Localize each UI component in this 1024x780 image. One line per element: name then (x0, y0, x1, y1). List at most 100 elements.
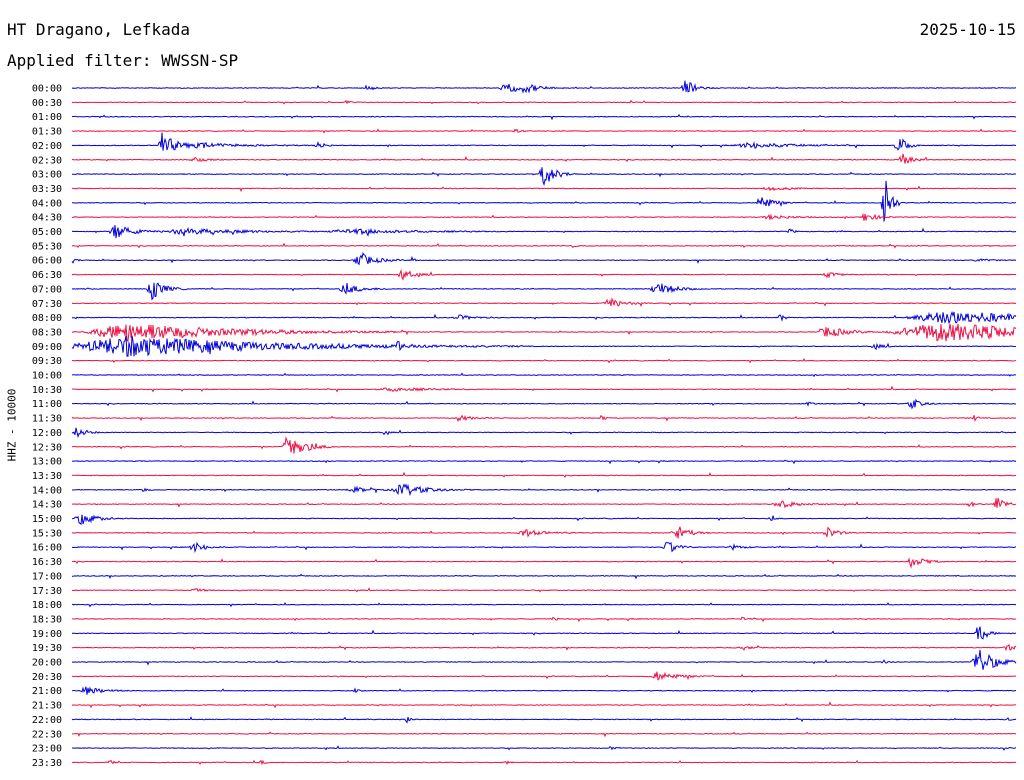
time-tick-label: 21:00 (32, 686, 62, 697)
trace-line (71, 671, 1017, 681)
time-tick-label: 23:00 (32, 744, 62, 755)
time-tick-label: 16:30 (32, 557, 62, 568)
trace-line (71, 282, 1017, 301)
trace-line (71, 497, 1017, 509)
trace-line (71, 153, 1017, 164)
trace-line (72, 573, 1017, 580)
trace-line (71, 471, 1017, 478)
trace-line (71, 128, 1017, 134)
time-tick-label: 06:00 (32, 256, 62, 267)
time-tick-label: 23:30 (32, 758, 62, 769)
time-tick-label: 03:30 (32, 184, 62, 195)
trace-line (71, 310, 1017, 325)
trace-line (71, 701, 1017, 709)
trace-line (71, 251, 1017, 266)
trace-line (71, 113, 1017, 121)
time-tick-label: 04:00 (32, 198, 62, 209)
time-tick-label: 18:00 (32, 600, 62, 611)
trace-line (71, 626, 1017, 640)
trace-line (71, 514, 1017, 526)
time-tick-label: 19:00 (32, 629, 62, 640)
time-tick-label: 08:30 (32, 327, 62, 338)
trace-line (71, 414, 1017, 423)
trace-line (71, 385, 1017, 393)
time-tick-label: 13:30 (32, 471, 62, 482)
trace-line (71, 436, 1017, 454)
time-tick-label: 19:30 (32, 643, 62, 654)
trace-line (71, 398, 1017, 410)
time-tick-label: 06:30 (32, 270, 62, 281)
trace-line (71, 686, 1017, 695)
trace-line (71, 601, 1017, 608)
time-tick-label: 12:00 (32, 428, 62, 439)
trace-line (71, 212, 1017, 221)
trace-line (71, 132, 1017, 151)
time-tick-label: 08:00 (32, 313, 62, 324)
time-tick-label: 00:00 (32, 84, 62, 95)
time-tick-label: 17:30 (32, 586, 62, 597)
trace-line (71, 649, 1017, 670)
trace-line (71, 745, 1017, 751)
trace-line (71, 483, 1017, 497)
time-tick-label: 12:30 (32, 442, 62, 453)
trace-line (71, 224, 1017, 239)
time-tick-label: 18:30 (32, 614, 62, 625)
trace-line (71, 185, 1017, 193)
trace-line (71, 643, 1017, 652)
time-tick-label: 13:00 (32, 457, 62, 468)
time-tick-label: 22:00 (32, 715, 62, 726)
trace-line (71, 242, 1017, 249)
time-tick-label: 22:30 (32, 729, 62, 740)
trace-line (71, 759, 1017, 766)
trace-line (71, 427, 1017, 439)
time-tick-label: 11:00 (32, 399, 62, 410)
filter-label: Applied filter: WWSSN-SP (7, 51, 239, 70)
time-tick-label: 10:00 (32, 371, 62, 382)
time-tick-label: 02:30 (32, 155, 62, 166)
trace-line (71, 323, 1017, 343)
time-tick-label: 05:30 (32, 241, 62, 252)
trace-line (71, 297, 1017, 308)
time-tick-label: 09:30 (32, 356, 62, 367)
time-tick-label: 02:00 (32, 141, 62, 152)
trace-line (71, 357, 1017, 364)
time-tick-label: 15:30 (32, 528, 62, 539)
trace-line (71, 587, 1017, 593)
trace-line (71, 80, 1017, 94)
time-tick-label: 14:00 (32, 485, 62, 496)
time-tick-label: 01:30 (32, 127, 62, 138)
trace-line (71, 335, 1017, 357)
trace-line (71, 557, 1017, 569)
time-tick-label: 05:00 (32, 227, 62, 238)
trace-line (71, 372, 1017, 378)
time-tick-label: 07:00 (32, 284, 62, 295)
trace-line (71, 99, 1017, 105)
time-tick-label: 14:30 (32, 500, 62, 511)
trace-line (71, 180, 1017, 222)
time-tick-label: 07:30 (32, 299, 62, 310)
trace-line (71, 716, 1017, 724)
time-tick-label: 04:30 (32, 213, 62, 224)
time-tick-label: 01:00 (32, 112, 62, 123)
time-tick-label: 16:00 (32, 543, 62, 554)
trace-line (71, 731, 1017, 738)
trace-line (71, 459, 1017, 465)
time-tick-label: 15:00 (32, 514, 62, 525)
trace-line (71, 526, 1017, 539)
trace-line (71, 541, 1017, 554)
time-tick-label: 03:00 (32, 170, 62, 181)
station-title: HT Dragano, Lefkada (7, 20, 191, 39)
trace-line (71, 167, 1017, 187)
trace-line (71, 616, 1017, 623)
time-tick-label: 20:00 (32, 658, 62, 669)
time-tick-label: 20:30 (32, 672, 62, 683)
time-tick-label: 00:30 (32, 98, 62, 109)
time-tick-label: 09:00 (32, 342, 62, 353)
time-tick-label: 21:30 (32, 701, 62, 712)
time-tick-label: 11:30 (32, 414, 62, 425)
time-tick-label: 10:30 (32, 385, 62, 396)
trace-line (71, 268, 1017, 281)
date-label: 2025-10-15 (919, 20, 1016, 39)
time-tick-label: 17:00 (32, 571, 62, 582)
